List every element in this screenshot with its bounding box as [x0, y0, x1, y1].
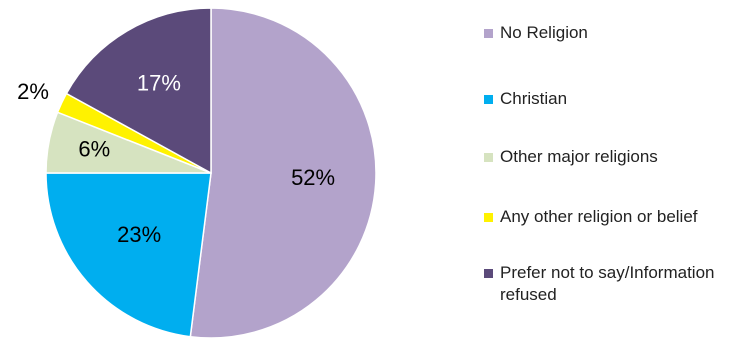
data-label: 6% [78, 137, 110, 162]
data-label: 2% [17, 79, 49, 104]
legend-label: Christian [500, 89, 568, 108]
legend-item-other-major: Other major religions [484, 146, 740, 168]
legend-swatch [484, 213, 493, 222]
pie-slice-prefer-not-to-say-information-refused [65, 7, 212, 175]
pie-slice-christian [45, 172, 212, 338]
pie-slices [45, 7, 377, 339]
legend-item-christian: Christian [484, 88, 740, 110]
data-label: 17% [137, 71, 181, 96]
legend-item-any-other: Any other religion or belief [484, 206, 740, 228]
legend-swatch [484, 95, 493, 104]
data-label: 23% [117, 222, 161, 247]
legend-item-no-religion: No Religion [484, 22, 740, 44]
legend-label: Prefer not to say/Information refused [500, 263, 715, 304]
legend-swatch [484, 269, 493, 278]
legend-label: Other major religions [500, 147, 658, 166]
legend-item-prefer-not: Prefer not to say/Information refused [484, 262, 740, 306]
legend-swatch [484, 153, 493, 162]
legend-label: No Religion [500, 23, 588, 42]
data-label: 52% [291, 165, 335, 190]
legend-label: Any other religion or belief [500, 207, 698, 226]
legend-swatch [484, 29, 493, 38]
pie-slice-no-religion [189, 7, 377, 339]
pie-data-labels: 52% 23% 6% 2% 17% [17, 71, 335, 247]
